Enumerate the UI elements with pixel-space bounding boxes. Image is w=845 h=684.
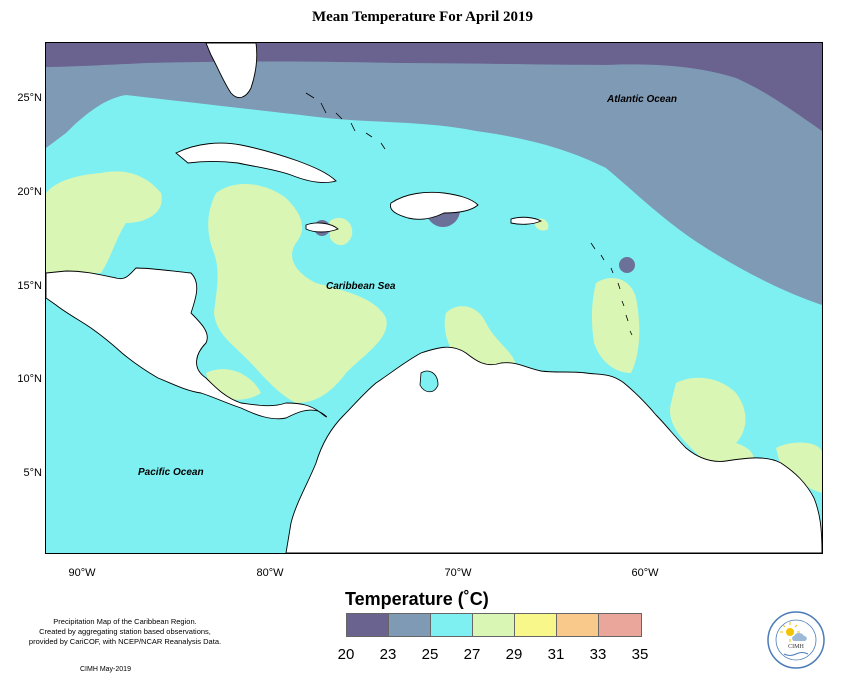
zone-27-29-atlantic-south (670, 377, 754, 470)
logo-text: CIMH (788, 644, 804, 650)
legend-swatch-4 (515, 614, 557, 636)
land-hispaniola (390, 191, 479, 220)
land-jamaica (305, 222, 339, 233)
lon-label-90w: 90°W (68, 567, 96, 579)
lon-label-60w: 60°W (631, 567, 659, 579)
legend-colorbar (346, 613, 642, 637)
label-caribbean-sea: Caribbean Sea (326, 281, 396, 292)
legend-swatch-5 (557, 614, 599, 636)
legend-swatch-2 (431, 614, 473, 636)
zone-27-29-lesser-antilles (591, 278, 640, 373)
lat-label-10n: 10°N (17, 373, 42, 385)
legend-tick-20: 20 (337, 646, 355, 663)
land-bahamas (305, 92, 386, 150)
map-caption: Precipitation Map of the Caribbean Regio… (10, 617, 240, 647)
zone-23-25 (46, 43, 822, 305)
map-title: Mean Temperature For April 2019 (311, 9, 534, 25)
land-puerto-rico (510, 216, 542, 225)
legend-title: Temperature (˚C) (345, 589, 489, 609)
lat-label-25n: 25°N (17, 92, 42, 104)
legend-tick-27: 27 (463, 646, 481, 663)
caption-line-2: Created by aggregating station based obs… (39, 627, 211, 636)
legend-tick-33: 33 (589, 646, 607, 663)
lat-label-15n: 15°N (17, 280, 42, 292)
lat-label-20n: 20°N (17, 186, 42, 198)
zone-20-23 (46, 43, 822, 131)
label-pacific-ocean: Pacific Ocean (138, 467, 204, 478)
land-central-america (46, 267, 328, 420)
credit-text: CIMH May-2019 (80, 666, 131, 673)
lake-maracaibo (419, 370, 439, 393)
legend-tick-35: 35 (631, 646, 649, 663)
land-florida (205, 43, 258, 99)
legend-swatch-0 (347, 614, 389, 636)
zone-20-23-antilles (619, 257, 635, 273)
lat-label-5n: 5°N (23, 467, 42, 479)
legend-swatch-1 (389, 614, 431, 636)
zone-27-29-east-jamaica (330, 217, 353, 246)
legend-tick-29: 29 (505, 646, 523, 663)
caption-line-1: Precipitation Map of the Caribbean Regio… (53, 617, 197, 626)
legend-swatch-3 (473, 614, 515, 636)
legend-tick-25: 25 (421, 646, 439, 663)
land-cuba (175, 142, 337, 184)
lon-label-80w: 80°W (256, 567, 284, 579)
land-south-america (285, 346, 822, 553)
legend-tick-31: 31 (547, 646, 565, 663)
caption-line-3: provided by CariCOF, with NCEP/NCAR Rean… (28, 637, 222, 646)
zone-27-29-central (208, 183, 387, 403)
label-atlantic-ocean: Atlantic Ocean (607, 94, 678, 105)
land-lesser-antilles (590, 242, 633, 336)
legend-tick-23: 23 (379, 646, 397, 663)
lon-label-70w: 70°W (444, 567, 472, 579)
temperature-map (45, 42, 823, 554)
zone-27-29-far-east (776, 442, 822, 493)
zone-27-29-yucatan (46, 171, 162, 273)
legend-swatch-6 (599, 614, 641, 636)
cimh-logo-icon: CIMH (767, 611, 825, 669)
